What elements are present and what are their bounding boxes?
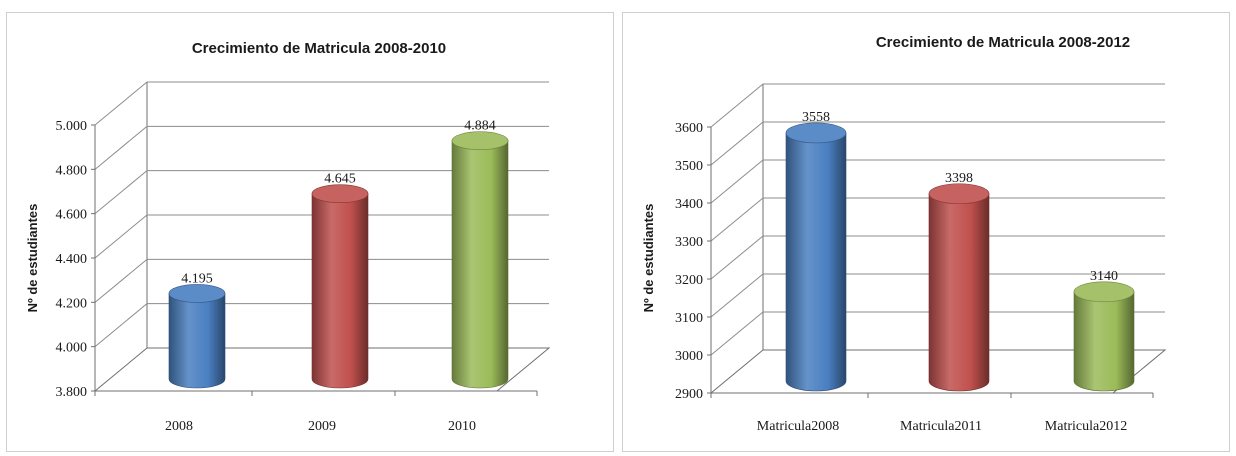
bar-cylinder bbox=[168, 293, 226, 389]
chart-title: Crecimiento de Matricula 2008-2012 bbox=[876, 34, 1130, 51]
chart-left-svg: Crecimiento de Matricula 2008-2010 Nº de… bbox=[25, 40, 551, 434]
gridline bbox=[710, 159, 1165, 204]
bar-cylinder bbox=[311, 193, 369, 389]
gridline bbox=[710, 235, 1165, 280]
chart-panel-right: Crecimiento de Matricula 2008-2012 Nº de… bbox=[622, 12, 1230, 452]
bar-top bbox=[168, 284, 226, 303]
y-tick-label: 3300 bbox=[675, 235, 703, 250]
bar-top bbox=[1073, 281, 1135, 303]
y-tick-label: 3000 bbox=[675, 349, 703, 364]
y-tick-label: 3.800 bbox=[56, 385, 88, 400]
y-tick-label: 3400 bbox=[675, 197, 703, 212]
data-label: 4.884 bbox=[464, 119, 496, 134]
y-tick-label: 4.200 bbox=[56, 296, 88, 311]
bar-cylinder bbox=[1073, 291, 1135, 392]
gridline bbox=[94, 125, 549, 170]
data-label: 4.645 bbox=[324, 172, 356, 187]
x-tick-label: 2008 bbox=[165, 419, 193, 434]
chart-title: Crecimiento de Matricula 2008-2010 bbox=[192, 40, 446, 57]
x-tick-label: Matricula2008 bbox=[757, 419, 839, 434]
chart-right-svg: Crecimiento de Matricula 2008-2012 Nº de… bbox=[641, 34, 1167, 434]
y-tick-label: 3100 bbox=[675, 311, 703, 326]
y-tick-label: 4.400 bbox=[56, 252, 88, 267]
bar-cylinder bbox=[785, 132, 847, 392]
y-tick-label: 3500 bbox=[675, 159, 703, 174]
x-tick-label: 2010 bbox=[448, 419, 476, 434]
y-tick-label: 4.600 bbox=[56, 208, 88, 223]
x-tick-label: Matricula2011 bbox=[900, 419, 982, 434]
gridline bbox=[94, 303, 549, 348]
y-tick-label: 5.000 bbox=[56, 119, 88, 134]
chart-panel-left: Crecimiento de Matricula 2008-2010 Nº de… bbox=[6, 12, 614, 452]
bar-top bbox=[785, 122, 847, 144]
gridline bbox=[710, 311, 1165, 356]
y-tick-label: 3200 bbox=[675, 273, 703, 288]
data-label: 3398 bbox=[945, 171, 973, 186]
gridline bbox=[710, 121, 1165, 166]
data-label: 3140 bbox=[1090, 269, 1118, 284]
x-tick-label: 2009 bbox=[308, 419, 336, 434]
bar-top bbox=[928, 183, 990, 205]
gridline bbox=[710, 273, 1165, 318]
gridline bbox=[710, 197, 1165, 242]
y-tick-label: 4.800 bbox=[56, 163, 88, 178]
y-tick-label: 3600 bbox=[675, 121, 703, 136]
bar-cylinder bbox=[928, 193, 990, 392]
gridline bbox=[710, 83, 1165, 128]
gridline bbox=[94, 258, 549, 303]
y-tick-label: 4.000 bbox=[56, 341, 88, 356]
y-tick-label: 2900 bbox=[675, 387, 703, 402]
bar-top bbox=[311, 184, 369, 203]
bar-cylinder bbox=[451, 140, 509, 389]
y-axis-title: Nº de estudiantes bbox=[25, 204, 40, 313]
bar-top bbox=[451, 131, 509, 151]
data-label: 3558 bbox=[802, 110, 830, 125]
y-axis-title: Nº de estudiantes bbox=[641, 204, 656, 313]
gridline bbox=[94, 81, 549, 126]
x-tick-label: Matricula2012 bbox=[1045, 419, 1127, 434]
gridline bbox=[94, 214, 549, 259]
gridline bbox=[94, 170, 549, 215]
data-label: 4.195 bbox=[181, 271, 213, 286]
